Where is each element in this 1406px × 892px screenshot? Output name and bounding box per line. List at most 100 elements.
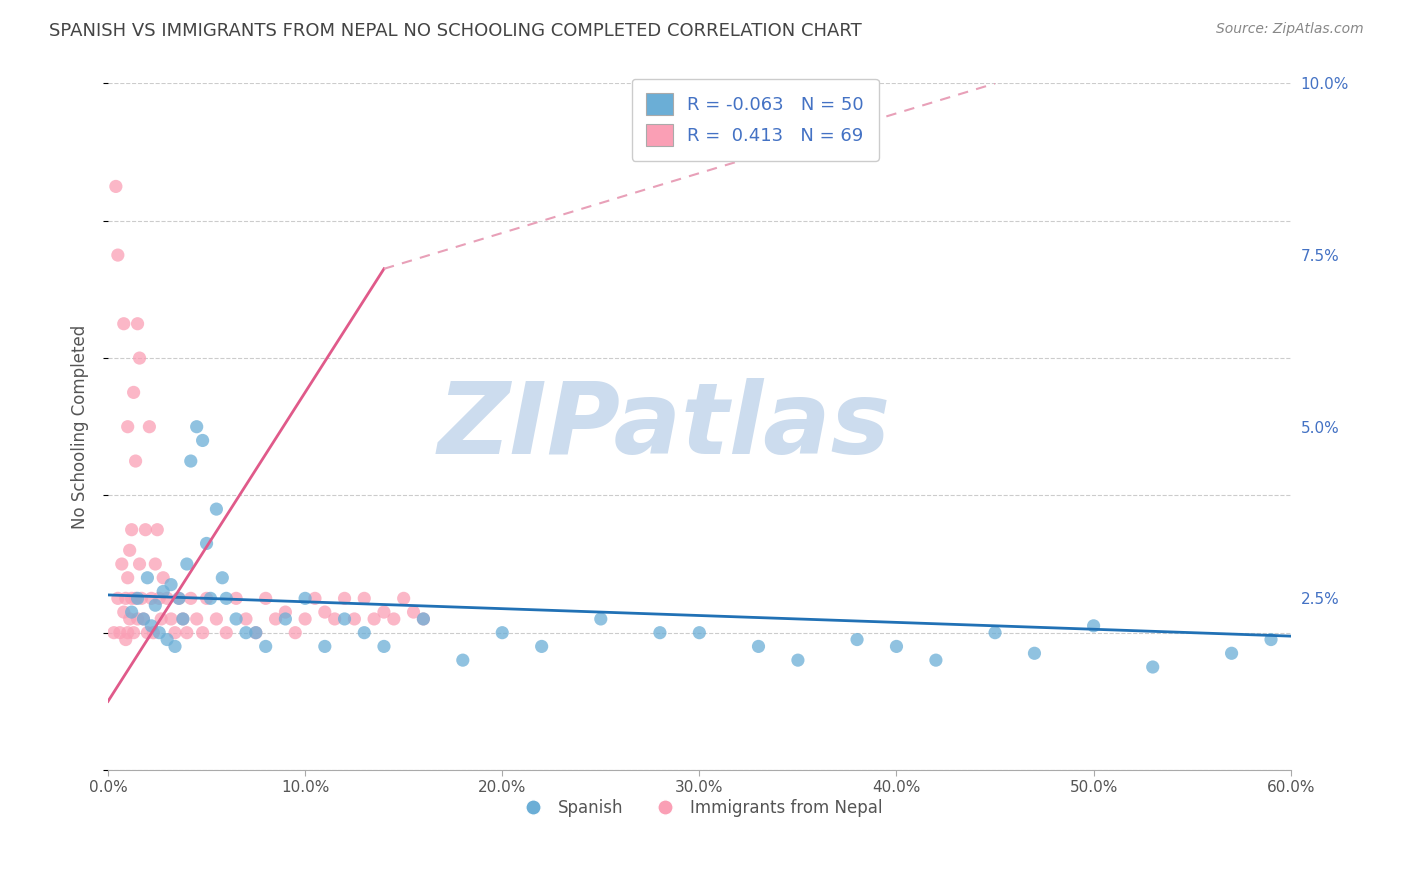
Point (254, 640, 277, 654)
Point (205, 612, 228, 626)
Point (163, 625, 186, 640)
Point (108, 625, 131, 640)
Point (323, 612, 346, 626)
Point (353, 591, 375, 606)
Text: SPANISH VS IMMIGRANTS FROM NEPAL NO SCHOOLING COMPLETED CORRELATION CHART: SPANISH VS IMMIGRANTS FROM NEPAL NO SCHO… (49, 22, 862, 40)
Point (127, 591, 149, 606)
Point (118, 612, 141, 626)
Point (122, 385, 145, 400)
Y-axis label: No Schooling Completed: No Schooling Completed (72, 325, 89, 529)
Point (186, 612, 208, 626)
Point (284, 625, 307, 640)
Point (264, 612, 287, 626)
Point (128, 557, 150, 571)
Point (150, 612, 173, 626)
Point (118, 543, 141, 558)
Point (152, 584, 174, 599)
Point (176, 557, 198, 571)
Point (143, 599, 166, 613)
Point (172, 612, 194, 626)
Point (146, 523, 169, 537)
Point (333, 591, 356, 606)
Point (205, 502, 228, 516)
Point (127, 612, 149, 626)
Point (211, 571, 233, 585)
Point (688, 625, 710, 640)
Point (392, 591, 415, 606)
Point (121, 605, 143, 619)
Point (141, 591, 163, 606)
Point (111, 557, 134, 571)
Point (156, 591, 179, 606)
Point (136, 571, 159, 585)
Point (925, 653, 948, 667)
Point (846, 632, 869, 647)
Point (373, 640, 395, 654)
Point (343, 612, 366, 626)
Point (353, 625, 375, 640)
Point (274, 605, 297, 619)
Point (1142, 660, 1164, 674)
Point (225, 612, 247, 626)
Point (235, 625, 257, 640)
Point (124, 591, 146, 606)
Point (117, 419, 139, 434)
Text: ZIPatlas: ZIPatlas (437, 378, 890, 475)
Point (176, 625, 198, 640)
Point (128, 351, 150, 365)
Point (215, 591, 238, 606)
Point (363, 612, 385, 626)
Point (136, 625, 159, 640)
Point (412, 612, 434, 626)
Point (127, 317, 149, 331)
Point (104, 179, 127, 194)
Point (314, 605, 336, 619)
Point (235, 612, 257, 626)
Point (200, 591, 222, 606)
Point (491, 625, 513, 640)
Point (225, 591, 247, 606)
Point (180, 454, 202, 468)
Point (114, 591, 136, 606)
Point (333, 612, 356, 626)
Point (215, 625, 238, 640)
Text: Source: ZipAtlas.com: Source: ZipAtlas.com (1216, 22, 1364, 37)
Point (294, 612, 316, 626)
Point (160, 612, 183, 626)
Point (148, 625, 170, 640)
Point (245, 625, 267, 640)
Point (530, 640, 553, 654)
Point (886, 640, 908, 654)
Point (195, 591, 218, 606)
Point (274, 612, 297, 626)
Point (107, 248, 129, 262)
Point (117, 625, 139, 640)
Point (314, 640, 336, 654)
Point (132, 612, 155, 626)
Point (402, 605, 425, 619)
Point (1220, 646, 1243, 660)
Point (156, 632, 179, 647)
Point (382, 612, 405, 626)
Point (134, 523, 156, 537)
Point (180, 591, 202, 606)
Point (141, 619, 163, 633)
Point (747, 640, 769, 654)
Point (152, 571, 174, 585)
Point (787, 653, 810, 667)
Point (114, 632, 136, 647)
Point (138, 419, 160, 434)
Point (163, 640, 186, 654)
Point (121, 591, 143, 606)
Point (1083, 619, 1105, 633)
Point (142, 625, 165, 640)
Point (304, 591, 326, 606)
Legend: Spanish, Immigrants from Nepal: Spanish, Immigrants from Nepal (509, 792, 889, 823)
Point (122, 625, 145, 640)
Point (167, 591, 190, 606)
Point (589, 612, 612, 626)
Point (412, 612, 434, 626)
Point (1260, 632, 1282, 647)
Point (132, 612, 155, 626)
Point (984, 625, 1007, 640)
